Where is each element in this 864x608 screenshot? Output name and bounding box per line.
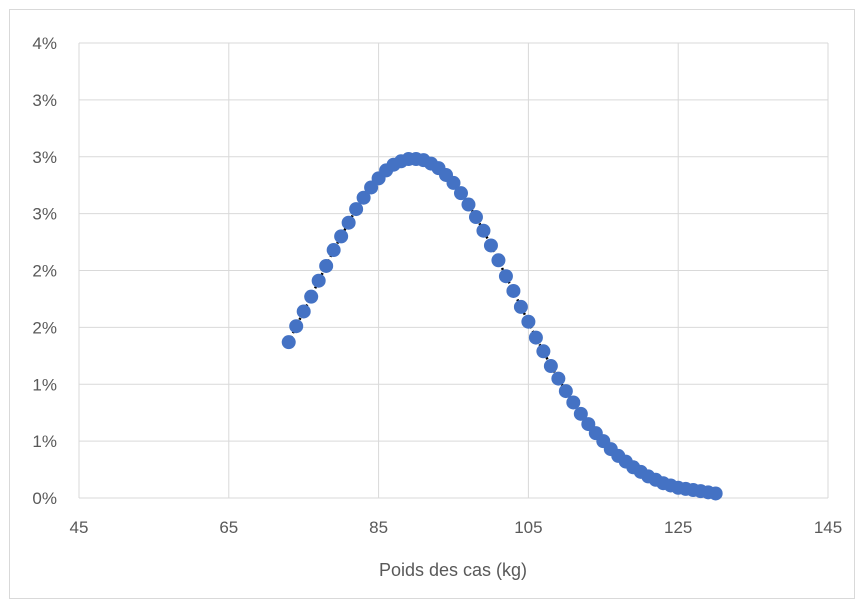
gridlines [78,42,829,499]
y-tick-label: 2% [32,318,57,337]
data-point [521,314,536,329]
data-point [513,299,528,314]
y-tick-label: 1% [32,375,57,394]
data-point [461,197,476,212]
data-point [349,202,364,217]
x-tick-label: 45 [70,518,89,537]
data-point [506,283,521,298]
data-point [281,335,296,350]
data-point [446,175,461,190]
data-point [326,243,341,258]
data-point [289,319,304,334]
y-tick-label: 3% [32,205,57,224]
y-tick-label: 2% [32,262,57,281]
data-point [536,344,551,359]
data-point [311,273,326,288]
y-tick-label: 1% [32,432,57,451]
data-point [551,371,566,386]
chart-area [9,9,855,599]
y-tick-label: 0% [32,489,57,508]
x-tick-label: 105 [514,518,542,537]
data-point [296,304,311,319]
data-point [341,215,356,230]
y-tick-label: 3% [32,148,57,167]
data-point [319,258,334,273]
data-point [476,223,491,238]
data-point [543,359,558,374]
x-tick-label: 65 [219,518,238,537]
data-point [573,406,588,421]
y-tick-label: 3% [32,91,57,110]
x-tick-label: 85 [369,518,388,537]
data-point [491,253,506,268]
data-point [483,238,498,253]
data-point [356,190,371,205]
x-axis-title: Poids des cas (kg) [379,560,527,580]
data-point [498,269,513,284]
x-tick-label: 145 [814,518,842,537]
x-tick-label: 125 [664,518,692,537]
data-point [304,289,319,304]
tick-labels: 0% 1% 1% 2% 2% 3% 3% 3% 4% 45 65 85 105 125 145 [32,34,842,537]
y-tick-label: 4% [32,34,57,53]
data-point [566,395,581,410]
data-point [468,210,483,225]
data-point [708,486,723,501]
data-point [558,384,573,399]
data-series [281,152,723,501]
data-point [453,186,468,201]
data-point [528,330,543,345]
data-point [334,229,349,244]
